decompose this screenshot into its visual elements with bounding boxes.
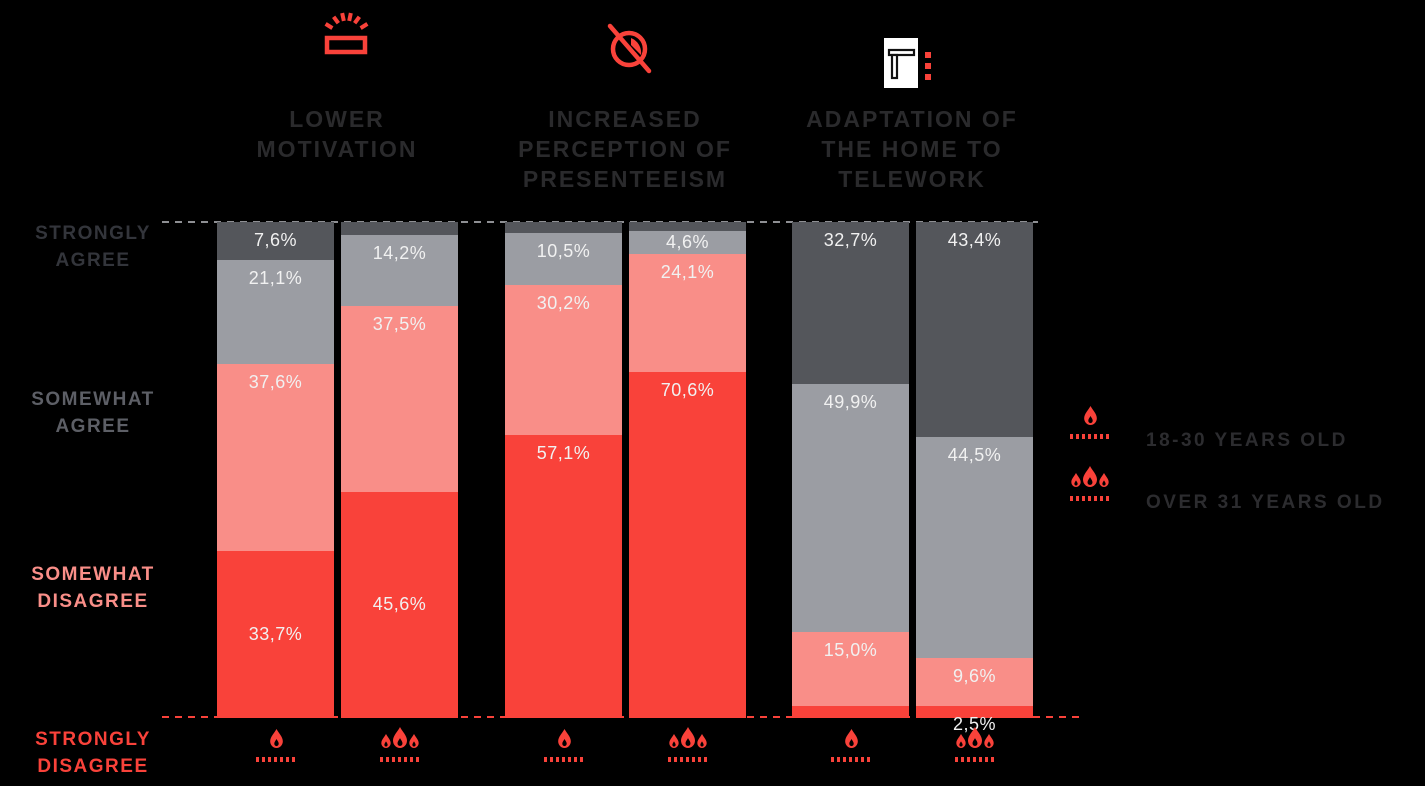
stacked-bar-adaptation-over-31: 43,4% 44,5% 9,6% 2,5% [916,222,1033,733]
bar-segment-strongly_agree [341,222,458,236]
group-header-adaptation: ADAPTATION OF THE HOME TO TELEWORK [806,106,1018,192]
axis-marker-over-31 [947,727,1003,762]
group-header-presenteeism: INCREASED PERCEPTION OF PRESENTEEISM [518,106,732,192]
people-icon [381,727,419,748]
stacked-bar-presenteeism-18-30: 10,5% 30,2% 57,1% [505,222,622,718]
segment-value-label: 43,4% [947,230,1002,250]
bar-segment-strongly_disagree [792,706,909,718]
legend-label-18-30: 18-30 YEARS OLD [1146,430,1348,451]
stacked-bar-lower-motivation-over-31: 14,2% 37,5% 45,6% [341,222,458,718]
bar-segment-somewhat_agree: 10,5% [505,232,622,285]
segment-value-label: 9,6% [952,665,997,686]
dotted-underline [256,757,296,762]
bar-segment-somewhat_agree: 21,1% [217,259,334,365]
segment-value-label: 32,7% [823,230,878,250]
segment-value-label: 33,7% [248,623,303,644]
segment-value-label: 4,6% [665,231,710,252]
axis-marker-18-30 [823,727,879,762]
segment-value-label: 14,2% [372,243,427,264]
home-desk-icon [882,36,936,97]
dotted-underline [1070,434,1110,439]
segment-value-label: 10,5% [536,240,591,261]
people-icon [956,727,994,748]
segment-value-label: 15,0% [823,639,878,660]
dotted-underline [955,757,995,762]
axis-marker-18-30 [536,727,592,762]
bar-segment-somewhat_disagree: 9,6% [916,657,1033,706]
bar-segment-somewhat_disagree: 15,0% [792,631,909,707]
low-battery-icon [320,6,370,67]
people-icon [669,727,707,748]
bar-segment-somewhat_disagree: 30,2% [505,284,622,435]
segment-value-label: 57,1% [536,442,591,463]
segment-value-label: 24,1% [660,261,715,282]
segment-value-label: 2,5% [952,713,997,734]
segment-value-label: 30,2% [536,292,591,313]
group-header-lower-motivation: LOWER MOTIVATION [256,106,418,162]
segment-value-label: 49,9% [823,392,878,413]
legend-item-18-30: 18-30 YEARS OLD [1068,398,1408,458]
bar-segment-somewhat_agree: 49,9% [792,384,909,632]
person-icon [844,727,858,748]
bar-segment-somewhat_agree: 14,2% [341,235,458,306]
segment-value-label: 45,6% [372,594,427,615]
bar-segment-strongly_disagree: 70,6% [629,371,746,718]
segment-value-label: 21,1% [248,267,303,288]
row-label-strongly-disagree: STRONGLY DISAGREE [35,729,151,777]
dotted-underline [1070,496,1110,501]
legend: 18-30 YEARS OLD OVER 31 YEARS OLD [1068,398,1408,520]
legend-item-over-31: OVER 31 YEARS OLD [1068,460,1408,520]
axis-marker-over-31 [372,727,428,762]
stacked-bar-adaptation-18-30: 32,7% 49,9% 15,0% [792,222,909,718]
bar-segment-strongly_disagree: 33,7% [217,550,334,718]
stacked-bar-presenteeism-over-31: 4,6% 24,1% 70,6% [629,222,746,718]
bar-segment-somewhat_agree: 4,6% [629,231,746,254]
eye-slash-icon [601,20,657,81]
bar-segment-strongly_agree: 43,4% [916,222,1033,438]
segment-value-label: 7,6% [253,230,298,250]
bar-segment-strongly_disagree: 2,5% [916,705,1033,733]
bar-segment-strongly_agree [629,222,746,231]
bar-segment-somewhat_disagree: 37,6% [217,364,334,551]
dotted-underline [668,757,708,762]
bar-segment-somewhat_disagree: 24,1% [629,253,746,372]
people-icon [1071,466,1109,487]
legend-label-over-31: OVER 31 YEARS OLD [1146,492,1385,513]
axis-marker-18-30 [248,727,304,762]
segment-value-label: 70,6% [660,379,715,400]
bar-segment-strongly_agree: 7,6% [217,222,334,260]
person-icon [269,727,283,748]
person-icon [1083,404,1097,425]
segment-value-label: 37,6% [248,372,303,393]
stacked-bar-lower-motivation-18-30: 7,6% 21,1% 37,6% 33,7% [217,222,334,718]
bar-segment-strongly_agree [505,222,622,233]
row-label-strongly-agree: STRONGLY AGREE [35,223,151,271]
dotted-underline [380,757,420,762]
segment-value-label: 44,5% [947,445,1002,466]
bar-segment-strongly_agree: 32,7% [792,222,909,385]
bar-segment-somewhat_disagree: 37,5% [341,305,458,492]
bar-segment-somewhat_agree: 44,5% [916,437,1033,658]
segment-value-label: 37,5% [372,313,427,334]
dotted-underline [544,757,584,762]
person-icon [557,727,571,748]
bar-segment-strongly_disagree: 45,6% [341,491,458,718]
dotted-underline [831,757,871,762]
bar-segment-strongly_disagree: 57,1% [505,434,622,718]
axis-marker-over-31 [660,727,716,762]
row-label-somewhat-agree: SOMEWHAT AGREE [31,389,155,437]
row-label-somewhat-disagree: SOMEWHAT DISAGREE [31,564,155,612]
